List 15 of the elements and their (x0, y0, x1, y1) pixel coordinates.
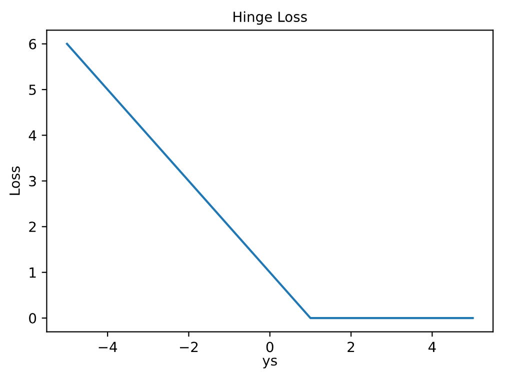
y-tick-label: 5 (29, 84, 36, 96)
x-tick-label: −4 (98, 342, 118, 352)
x-tick-label: 2 (348, 342, 354, 352)
y-tick-label: 1 (30, 268, 36, 278)
x-tick-label: 4 (428, 342, 436, 352)
x-axis-title: ys (262, 358, 277, 368)
x-tick-label: −2 (180, 342, 198, 352)
y-tick-label: 3 (29, 176, 36, 186)
y-tick-label: 6 (29, 38, 36, 50)
y-tick-label: 0 (29, 313, 36, 324)
y-axis-title: Loss (10, 166, 20, 195)
y-tick-label: 2 (29, 222, 36, 232)
chart-title: Hinge Loss (234, 11, 307, 25)
x-tick-label: 0 (266, 342, 274, 352)
y-tick-label: 4 (28, 130, 36, 141)
